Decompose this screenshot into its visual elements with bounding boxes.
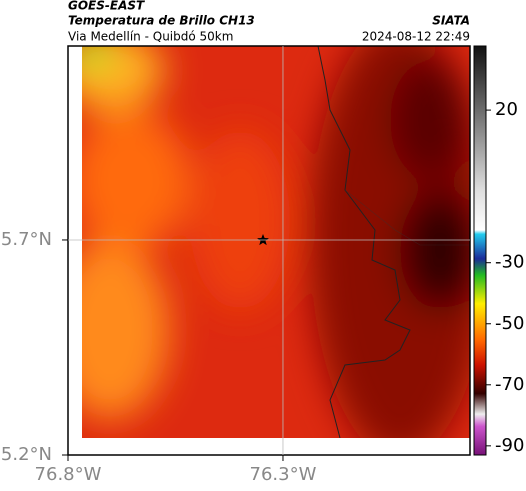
title: GOES-EAST [68, 0, 145, 13]
source: SIATA [432, 14, 470, 28]
lon-tick-label: 76.3°W [250, 464, 317, 485]
location-star [257, 234, 269, 246]
timestamp: 2024-08-12 22:49 [362, 30, 470, 44]
region: Via Medellín - Quibdó 50km [68, 30, 233, 44]
colorbar-tick-label: -90 [495, 435, 524, 456]
colorbar-tick-label: -50 [495, 313, 524, 334]
lat-tick-label: 5.7°N [1, 229, 52, 250]
colorbar-tick-label: -70 [495, 374, 524, 395]
colorbar-tick-label: -30 [495, 252, 524, 273]
lat-tick-label: 5.2°N [1, 444, 52, 465]
lon-tick-label: 76.8°W [35, 464, 102, 485]
satellite-image [82, 46, 470, 438]
map-frame [67, 45, 471, 456]
subtitle: Temperatura de Brillo CH13 [68, 14, 255, 28]
colorbar [473, 45, 487, 456]
colorbar-tick-label: 20 [495, 99, 518, 120]
